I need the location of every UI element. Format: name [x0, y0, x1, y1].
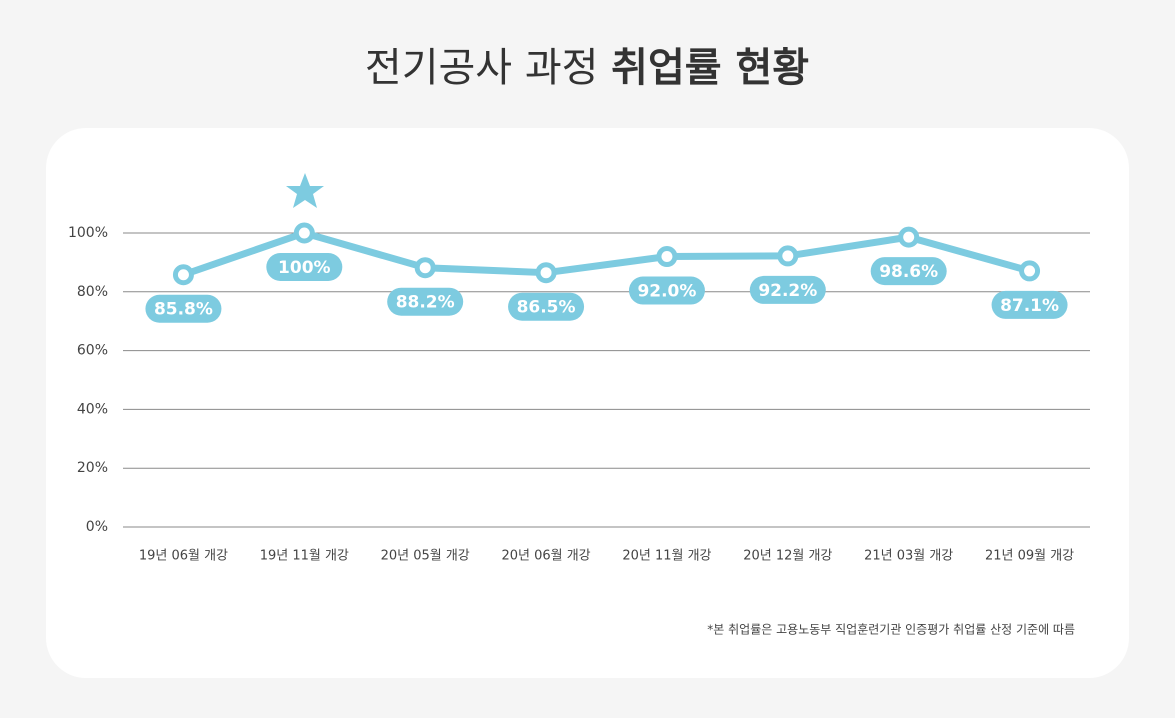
x-tick-label: 20년 05월 개강 — [381, 549, 470, 564]
y-tick-label: 20% — [77, 460, 108, 476]
value-label: 92.2% — [758, 281, 817, 301]
value-pill-bg — [870, 257, 947, 286]
value-pill: 87.1% — [991, 290, 1068, 319]
card — [46, 128, 1129, 678]
value-pill-bg — [508, 292, 585, 321]
y-tick-label: 40% — [77, 401, 108, 417]
value-pill-bg — [991, 290, 1068, 319]
x-tick-label: 19년 06월 개강 — [139, 549, 228, 564]
title-normal: 전기공사 과정 — [365, 45, 599, 91]
value-pill-bg — [628, 276, 705, 305]
value-pill: 88.2% — [387, 287, 464, 316]
value-label: 86.5% — [517, 298, 576, 318]
y-tick-label: 0% — [86, 519, 108, 535]
marker — [172, 264, 194, 286]
value-pill-bg — [387, 287, 464, 316]
value-label: 98.6% — [879, 262, 938, 282]
line — [182, 229, 1031, 279]
value-label: 88.2% — [396, 293, 455, 313]
value-pill-bg — [266, 253, 343, 281]
chart-title: 전기공사 과정 취업률 현황 — [365, 45, 809, 91]
plot: 0% 20% 40% 60% 80% 100% 19년 06월 개강 19년 11월 개강 20… — [68, 222, 1090, 564]
value-pill: 100% — [266, 253, 343, 281]
value-pill: 86.5% — [508, 292, 585, 321]
marker — [535, 262, 557, 284]
y-tick-label: 60% — [77, 343, 108, 359]
marker — [898, 226, 920, 248]
value-label: 85.8% — [154, 300, 213, 320]
marker — [777, 245, 799, 267]
marker — [1019, 260, 1041, 282]
y-tick-label: 80% — [77, 284, 108, 300]
value-pill-bg — [749, 275, 826, 304]
x-tick-label: 20년 12월 개강 — [743, 549, 832, 564]
y-tick-label: 100% — [68, 225, 108, 241]
x-tick-label: 21년 09월 개강 — [985, 549, 1074, 564]
x-tick-label: 19년 11월 개강 — [260, 549, 349, 564]
x-tick-label: 20년 06월 개강 — [501, 549, 590, 564]
title-bold: 취업률 현황 — [611, 45, 809, 91]
star-icon — [286, 173, 324, 208]
value-pill-bg — [145, 294, 222, 323]
value-label: 87.1% — [1000, 296, 1059, 316]
marker — [293, 222, 315, 244]
value-pill: 98.6% — [870, 257, 947, 286]
x-tick-label: 21년 03월 개강 — [864, 549, 953, 564]
value-pill: 85.8% — [145, 294, 222, 323]
value-pill: 92.2% — [749, 275, 826, 304]
marker — [656, 246, 678, 268]
value-pill: 92.0% — [628, 276, 705, 305]
value-label: 100% — [278, 258, 331, 278]
marker — [414, 257, 436, 279]
value-label: 92.0% — [637, 282, 696, 302]
footnote: *본 취업률은 고용노동부 직업훈련기관 인증평가 취업률 산정 기준에 따름 — [707, 623, 1075, 637]
x-tick-label: 20년 11월 개강 — [622, 549, 711, 564]
